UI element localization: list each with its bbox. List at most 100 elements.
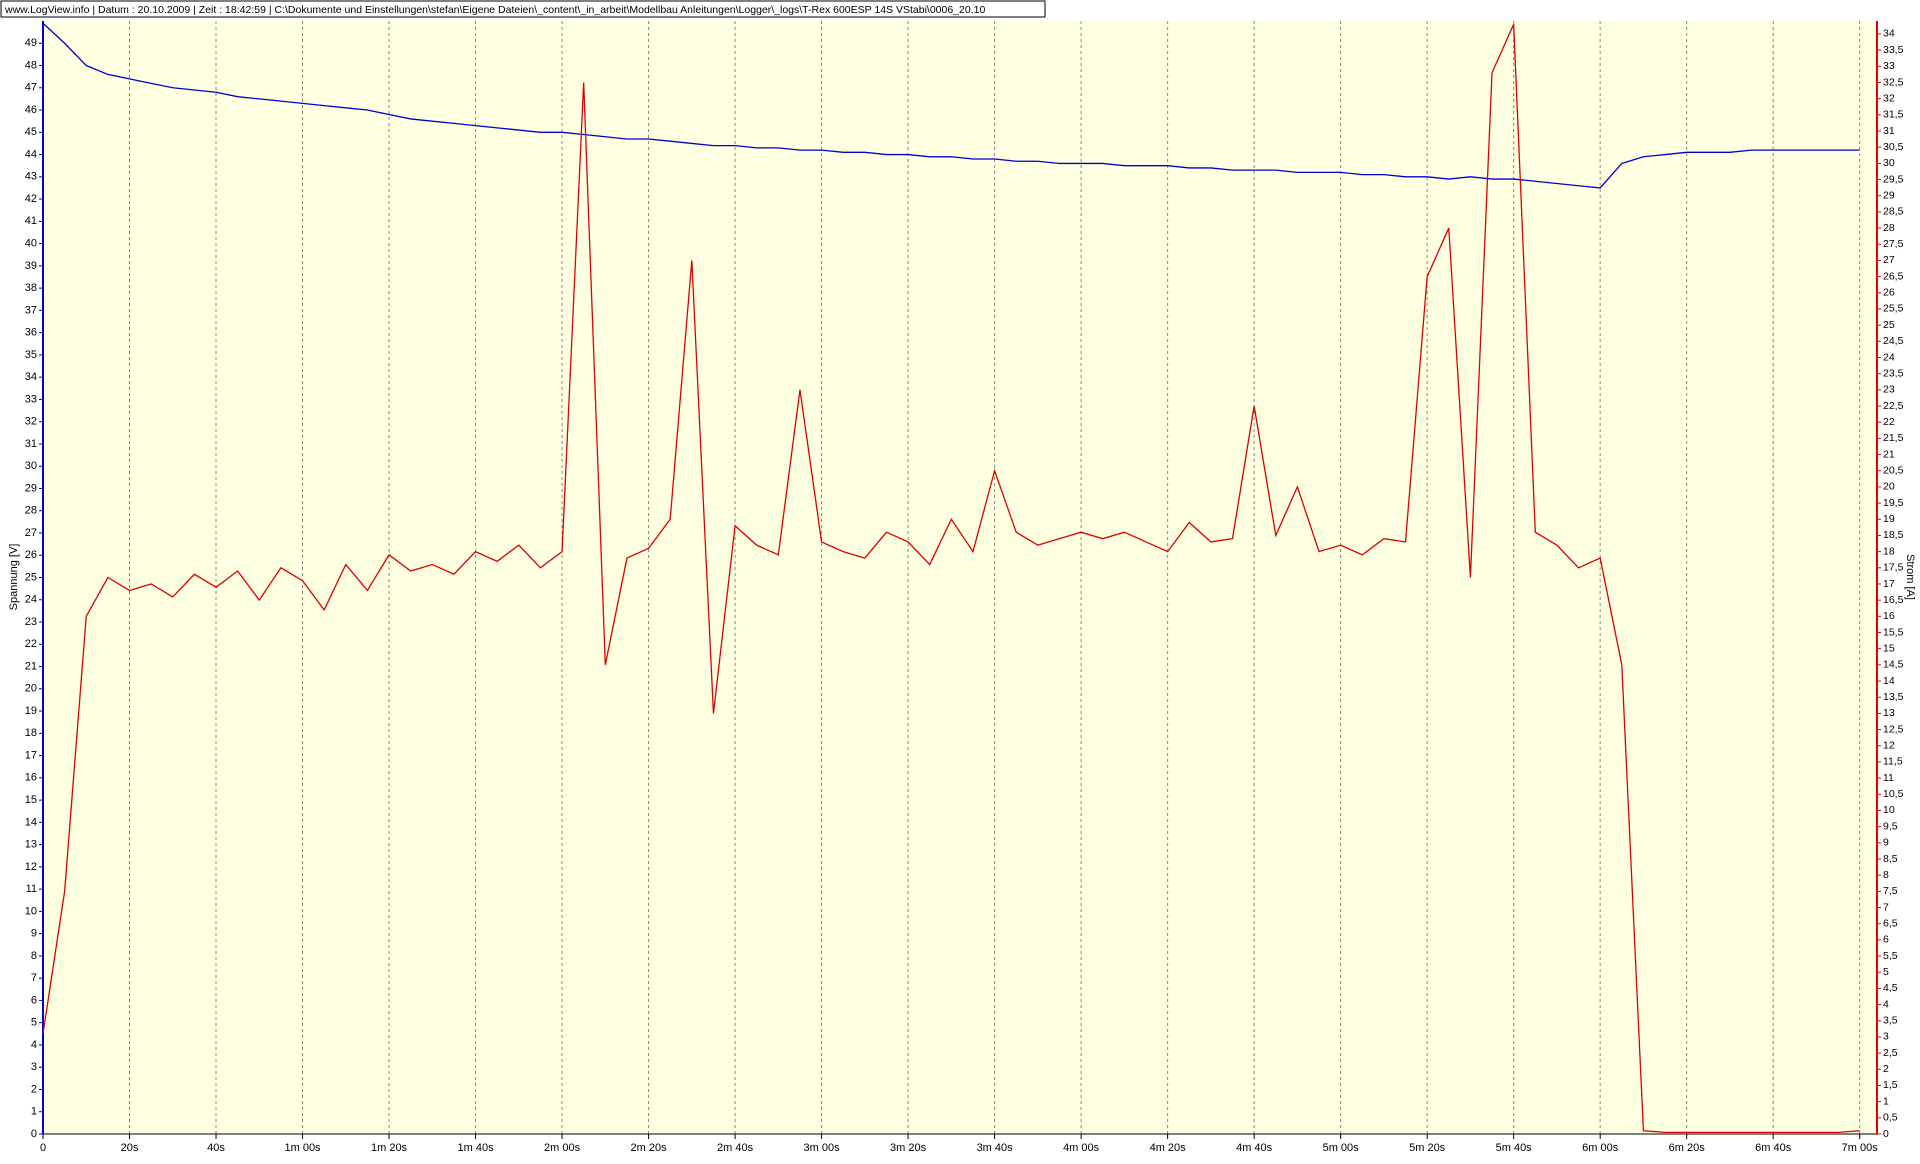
y2-tick-label: 24 <box>1883 351 1895 363</box>
y-tick-label: 49 <box>25 37 37 49</box>
x-tick-label: 3m 20s <box>890 1142 927 1154</box>
y2-tick-label: 3,5 <box>1883 1015 1898 1027</box>
y2-tick-label: 6 <box>1883 934 1889 946</box>
y2-tick-label: 4 <box>1883 998 1889 1010</box>
y2-tick-label: 22,5 <box>1883 400 1904 412</box>
y-tick-label: 39 <box>25 260 37 272</box>
y2-tick-label: 29,5 <box>1883 173 1904 185</box>
y-tick-label: 29 <box>25 482 37 494</box>
y2-tick-label: 19 <box>1883 513 1895 525</box>
y2-tick-label: 23 <box>1883 384 1895 396</box>
y-tick-label: 28 <box>25 505 37 517</box>
x-tick-label: 1m 00s <box>284 1142 321 1154</box>
x-tick-label: 3m 00s <box>804 1142 841 1154</box>
y2-tick-label: 23,5 <box>1883 367 1904 379</box>
x-tick-label: 2m 20s <box>631 1142 668 1154</box>
y-tick-label: 35 <box>25 349 37 361</box>
y2-tick-label: 11 <box>1883 772 1894 784</box>
y-tick-label: 44 <box>25 148 37 160</box>
data-line <box>42 22 1860 189</box>
x-tick-label: 5m 00s <box>1323 1142 1360 1154</box>
y2-tick-label: 7 <box>1883 901 1889 913</box>
y2-tick-label: 24,5 <box>1883 335 1904 347</box>
y-tick-label: 0 <box>31 1128 37 1140</box>
y2-tick-label: 27,5 <box>1883 238 1904 250</box>
y2-tick-label: 3 <box>1883 1031 1889 1043</box>
y-tick-label: 21 <box>25 660 37 672</box>
y2-tick-label: 26 <box>1883 287 1895 299</box>
y2-tick-label: 17 <box>1883 578 1895 590</box>
y2-tick-label: 20,5 <box>1883 465 1904 477</box>
x-tick-label: 7m 00s <box>1842 1142 1879 1154</box>
plot-area <box>43 21 1877 1134</box>
y-tick-label: 45 <box>25 126 37 138</box>
y2-tick-label: 14,5 <box>1883 659 1904 671</box>
y2-tick-label: 12 <box>1883 740 1895 752</box>
y2-tick-label: 12,5 <box>1883 723 1904 735</box>
y2-tick-label: 7,5 <box>1883 885 1898 897</box>
y-tick-label: 27 <box>25 527 37 539</box>
y2-tick-label: 0 <box>1883 1128 1889 1140</box>
y-tick-label: 5 <box>31 1017 37 1029</box>
y-axis-title: Spannung [V] <box>8 544 20 611</box>
y-tick-label: 34 <box>25 371 37 383</box>
y-tick-label: 41 <box>25 215 37 227</box>
y2-tick-label: 19,5 <box>1883 497 1904 509</box>
y2-tick-label: 22 <box>1883 416 1895 428</box>
y2-tick-label: 15,5 <box>1883 626 1904 638</box>
y2-tick-label: 0,5 <box>1883 1112 1898 1124</box>
y2-tick-label: 30,5 <box>1883 141 1904 153</box>
y-tick-label: 36 <box>25 327 37 339</box>
x-tick-label: 20s <box>121 1142 139 1154</box>
y2-tick-label: 31,5 <box>1883 109 1904 121</box>
y2-tick-label: 18 <box>1883 545 1895 557</box>
y-tick-label: 32 <box>25 416 37 428</box>
y-tick-label: 20 <box>25 683 37 695</box>
y2-tick-label: 29 <box>1883 189 1895 201</box>
y2-tick-label: 4,5 <box>1883 982 1898 994</box>
y2-tick-label: 9,5 <box>1883 820 1898 832</box>
x-tick-label: 6m 40s <box>1755 1142 1792 1154</box>
y-tick-label: 37 <box>25 304 37 316</box>
y-tick-label: 11 <box>26 883 37 895</box>
y2-tick-label: 21 <box>1883 448 1895 460</box>
y2-tick-label: 25 <box>1883 319 1895 331</box>
y2-tick-label: 20 <box>1883 481 1895 493</box>
y-tick-label: 48 <box>25 59 37 71</box>
y-tick-label: 19 <box>25 705 37 717</box>
x-tick-label: 2m 00s <box>544 1142 581 1154</box>
y-tick-label: 24 <box>25 594 37 606</box>
y2-tick-label: 31 <box>1883 125 1895 137</box>
y2-tick-label: 10,5 <box>1883 788 1904 800</box>
x-tick-label: 4m 00s <box>1063 1142 1100 1154</box>
chart-title: www.LogView.info | Datum : 20.10.2009 | … <box>4 4 985 16</box>
y2-tick-label: 33 <box>1883 60 1895 72</box>
y2-tick-label: 10 <box>1883 804 1895 816</box>
y2-tick-label: 9 <box>1883 837 1889 849</box>
y-tick-label: 14 <box>25 816 37 828</box>
header-box <box>0 0 1046 18</box>
x-tick-label: 2m 40s <box>717 1142 754 1154</box>
y2-tick-label: 28 <box>1883 222 1895 234</box>
y-tick-label: 31 <box>25 438 37 450</box>
y2-tick-label: 1,5 <box>1883 1079 1898 1091</box>
y2-tick-label: 32 <box>1883 92 1895 104</box>
y2-tick-label: 28,5 <box>1883 206 1904 218</box>
x-tick-label: 40s <box>207 1142 225 1154</box>
x-tick-label: 5m 40s <box>1496 1142 1533 1154</box>
data-line <box>42 23 1860 1134</box>
y-tick-label: 40 <box>25 238 37 250</box>
y2-tick-label: 8,5 <box>1883 853 1898 865</box>
y-tick-label: 9 <box>31 928 37 940</box>
y-tick-label: 2 <box>31 1083 37 1095</box>
y-tick-label: 10 <box>25 905 37 917</box>
y2-tick-label: 13,5 <box>1883 691 1904 703</box>
y2-tick-label: 25,5 <box>1883 303 1904 315</box>
y2-tick-label: 11,5 <box>1883 756 1903 768</box>
y2-tick-label: 34 <box>1883 28 1895 40</box>
x-tick-label: 6m 20s <box>1669 1142 1706 1154</box>
y2-tick-label: 21,5 <box>1883 432 1904 444</box>
y-tick-label: 46 <box>25 104 37 116</box>
y2-tick-label: 1 <box>1883 1095 1889 1107</box>
